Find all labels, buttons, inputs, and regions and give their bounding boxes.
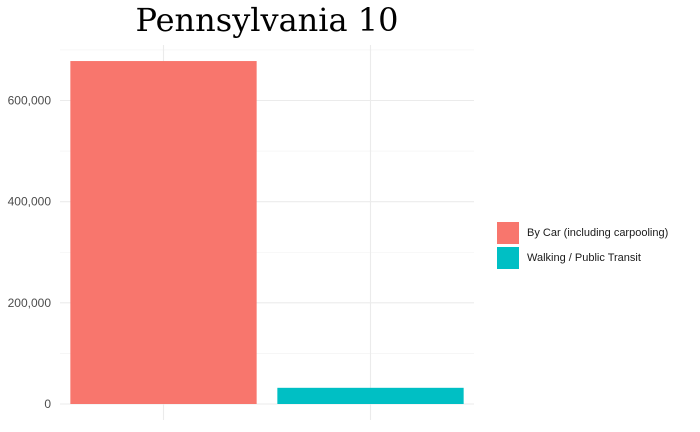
legend: By Car (including carpooling) Walking / … — [497, 221, 668, 271]
bars — [70, 61, 464, 405]
y-tick-label: 200,000 — [8, 296, 52, 310]
legend-key-by-car — [497, 222, 519, 244]
y-axis-tick-labels: 0 200,000 400,000 600,000 — [8, 94, 52, 412]
y-tick-label: 0 — [44, 397, 51, 411]
legend-item-by-car: By Car (including carpooling) — [497, 221, 668, 245]
legend-label-by-car: By Car (including carpooling) — [527, 227, 669, 239]
y-tick-label: 400,000 — [8, 195, 52, 209]
legend-label-walking-transit: Walking / Public Transit — [527, 252, 641, 264]
legend-key-walking-transit — [497, 247, 519, 269]
bar-walking-transit — [277, 387, 464, 404]
y-tick-label: 600,000 — [8, 94, 52, 108]
legend-item-walking-transit: Walking / Public Transit — [497, 246, 668, 270]
bar-by-car — [70, 61, 257, 405]
chart-title: Pennsylvania 10 — [135, 1, 399, 39]
